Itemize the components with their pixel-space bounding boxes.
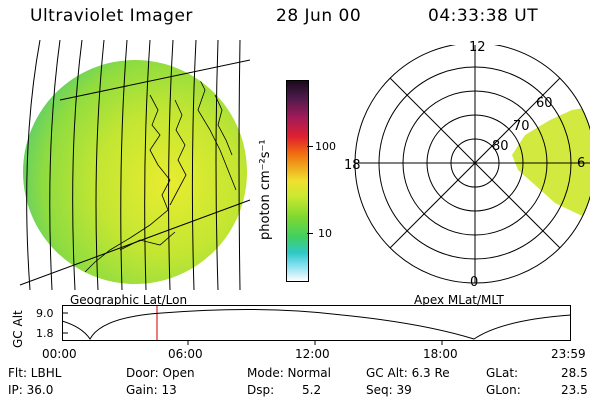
mlat-label: 70 xyxy=(513,119,530,134)
filter-info: Flt: LBHL xyxy=(8,366,62,380)
polar-plot xyxy=(354,45,590,284)
mlt-label-left: 18 xyxy=(344,158,361,173)
lat-lon-grid xyxy=(19,39,251,291)
colorbar xyxy=(286,80,309,282)
gain-info: Gain: 13 xyxy=(126,383,177,397)
mlat-label: 60 xyxy=(536,96,553,111)
altitude-plot xyxy=(62,305,572,345)
ip-info: IP: 36.0 xyxy=(8,383,54,397)
glon-label: GLon: xyxy=(486,383,521,397)
seq-info: Seq: 39 xyxy=(366,383,412,397)
colorbar-tick-label: 10 xyxy=(318,227,332,240)
time-label: 04:33:38 UT xyxy=(428,6,539,26)
door-info: Door: Open xyxy=(126,366,195,380)
altitude-curve xyxy=(62,308,572,340)
time-tick-label: 12:00 xyxy=(295,347,330,361)
mlt-label-top: 12 xyxy=(469,40,486,55)
mlt-label-bottom: 0 xyxy=(470,275,479,290)
time-tick-label: 00:00 xyxy=(42,347,77,361)
colorbar-tick-label: 100 xyxy=(315,140,336,153)
dsp-value: 5.2 xyxy=(302,383,322,397)
earth-disk xyxy=(23,60,247,284)
colorbar-tick xyxy=(307,146,313,147)
date-label: 28 Jun 00 xyxy=(276,6,362,26)
mlat-label: 80 xyxy=(492,139,509,154)
altitude-tick-label: 1.8 xyxy=(36,327,54,340)
geographic-image xyxy=(19,39,251,291)
time-tick-label: 06:00 xyxy=(168,347,203,361)
apex-label: Apex MLat/MLT xyxy=(414,293,504,307)
glon-value: 23.5 xyxy=(561,383,588,397)
colorbar-tick xyxy=(307,233,313,234)
glat-value: 28.5 xyxy=(561,366,588,380)
glat-label: GLat: xyxy=(486,366,519,380)
time-tick-label: 18:00 xyxy=(423,347,458,361)
altitude-tick-label: 9.0 xyxy=(36,307,54,320)
gc-alt-info: GC Alt: 6.3 Re xyxy=(366,366,450,380)
geographic-label: Geographic Lat/Lon xyxy=(70,293,188,307)
colorbar-unit-label: photon cm⁻²s⁻¹ xyxy=(258,139,273,240)
time-tick-label: 23:59 xyxy=(551,347,586,361)
altitude-axis-label: GC Alt xyxy=(11,310,25,348)
dsp-label: Dsp: xyxy=(247,383,275,397)
instrument-title: Ultraviolet Imager xyxy=(30,6,193,26)
continent-outlines xyxy=(84,69,237,273)
mode-info: Mode: Normal xyxy=(247,366,331,380)
mlt-label-right: 6 xyxy=(577,156,586,171)
